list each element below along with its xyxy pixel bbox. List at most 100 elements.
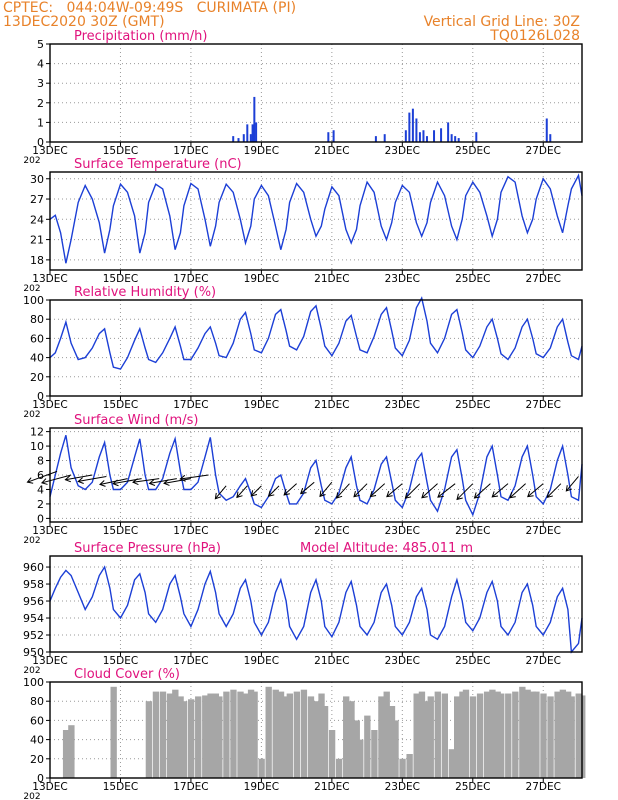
- wind-arrow-head: [386, 490, 393, 498]
- x-tick-label: 19DEC: [244, 399, 279, 411]
- x-tick-label: 23DEC: [385, 525, 420, 537]
- precip-bar: [440, 128, 443, 142]
- cloud-bar: [348, 701, 355, 778]
- wind-arrow: [386, 483, 403, 498]
- wind-arrow-shaft: [65, 474, 93, 481]
- y-tick-label: 80: [30, 313, 44, 326]
- precip-bar: [411, 108, 414, 142]
- cloud-bar: [237, 691, 244, 778]
- cloud-bar: [188, 699, 195, 778]
- temperature-title: Surface Temperature (nC): [74, 157, 242, 172]
- y-tick-label: 4: [37, 58, 44, 71]
- wind-arrow-head: [112, 479, 119, 487]
- wind-arrow: [491, 483, 509, 498]
- precip-bar: [475, 132, 478, 142]
- wind-arrow: [163, 478, 192, 486]
- x-tick-label: 13DEC: [32, 399, 67, 411]
- humidity-line: [49, 296, 583, 370]
- cloud-bar: [145, 701, 153, 778]
- cloud-bar: [494, 691, 501, 778]
- y-tick-label: 0: [37, 136, 44, 149]
- wind-arrow-head: [267, 490, 275, 497]
- wind-arrow-head: [565, 485, 573, 492]
- y-tick-label: 60: [30, 332, 44, 345]
- cloud-bar: [353, 720, 360, 778]
- cloud-bar: [568, 696, 575, 778]
- header: CPTEC: 044:04W-09:49S CURIMATA (PI) 13DE…: [0, 0, 618, 44]
- wind-arrow: [319, 481, 333, 498]
- cloud-bar: [413, 693, 420, 778]
- pressure-panel: 950 952 954 956 958 960 13DEC 15DEC 17DEC 19DEC 21…: [23, 541, 583, 676]
- wind-arrow: [509, 483, 526, 499]
- cloud-bar: [212, 693, 220, 778]
- humidity-panel: 0 20 40 60 80 100 13DEC 15DEC 17DEC 19DEC 21DEC 23D…: [23, 285, 583, 420]
- wind-arrow-shaft: [149, 478, 177, 484]
- cloud-bar: [230, 689, 237, 778]
- wind-arrow-shaft: [491, 483, 509, 498]
- cloud-bar: [441, 693, 449, 778]
- wind-arrow-shaft: [546, 483, 562, 498]
- wind-arrow-head: [421, 492, 428, 499]
- x-tick-label: 27DEC: [526, 399, 561, 411]
- wind-arrow: [353, 483, 368, 498]
- station-info: CPTEC: 044:04W-09:49S CURIMATA (PI): [3, 0, 297, 16]
- wind-arrow-shaft: [132, 478, 160, 483]
- cloud-bar: [533, 691, 540, 778]
- y-tick-label: 958: [23, 578, 44, 591]
- wind-arrow-head: [319, 490, 326, 498]
- y-tick-label: 100: [23, 676, 44, 689]
- wind-arrow-shaft: [300, 481, 315, 494]
- x-tick-label: 25DEC: [455, 655, 490, 667]
- x-tick-label: 21DEC: [314, 273, 349, 285]
- wind-arrow: [267, 485, 280, 497]
- cloud-bar: [512, 691, 519, 778]
- x-tick-label: 13DEC: [32, 655, 67, 667]
- cloud-bar: [434, 691, 441, 778]
- wind-arrow-shaft: [421, 483, 438, 499]
- wind-arrow: [283, 483, 297, 496]
- wind-arrow-head: [64, 475, 72, 483]
- wind-arrow-shaft: [565, 476, 579, 492]
- y-tick-label: 60: [30, 714, 44, 727]
- pressure-title: Surface Pressure (hPa): [74, 541, 221, 556]
- x-tick-label: 27DEC: [526, 525, 561, 537]
- wind-arrow-head: [353, 490, 360, 498]
- cloud-bar: [180, 701, 188, 778]
- precip-bar: [425, 136, 428, 142]
- y-tick-label: 12: [30, 426, 44, 439]
- cloud-bar: [519, 686, 526, 778]
- cloud-bar: [454, 696, 461, 778]
- x-tick-label: 25DEC: [455, 399, 490, 411]
- y-tick-label: 20: [30, 753, 44, 766]
- cloud-panel: 0 20 40 60 80 100 13DEC 15DEC 17DEC 19DEC 21DEC 23D…: [23, 667, 586, 800]
- wind-arrow-shaft: [180, 474, 209, 480]
- plot-frame: [49, 555, 583, 653]
- wind-arrow-head: [491, 491, 499, 498]
- precip-bar: [545, 118, 548, 142]
- y-tick-label: 0: [37, 772, 44, 785]
- wind-title: Surface Wind (m/s): [74, 413, 198, 428]
- year-label: 202: [23, 410, 40, 420]
- x-tick-label: 23DEC: [385, 655, 420, 667]
- wind-arrow: [214, 485, 227, 500]
- wind-arrow-head: [40, 478, 48, 485]
- cloud-bar: [559, 689, 567, 778]
- y-tick-label: 18: [30, 254, 44, 267]
- cloud-bar: [406, 754, 413, 778]
- cloud-bar: [427, 696, 434, 778]
- cloud-bar: [152, 691, 160, 778]
- cloud-bar: [283, 696, 290, 778]
- wind-arrow: [369, 483, 386, 498]
- precip-bar: [383, 134, 386, 142]
- wind-arrow-shaft: [99, 478, 128, 485]
- model-code: TQ0126L028: [490, 28, 580, 44]
- x-tick-label: 21DEC: [314, 399, 349, 411]
- wind-arrow: [565, 476, 579, 492]
- wind-arrow: [299, 481, 315, 495]
- cloud-bar: [247, 689, 255, 778]
- cloud-bar: [476, 693, 484, 778]
- wind-arrow-head: [473, 492, 481, 499]
- cloud-bar: [242, 693, 249, 778]
- cloud-bar: [172, 689, 179, 778]
